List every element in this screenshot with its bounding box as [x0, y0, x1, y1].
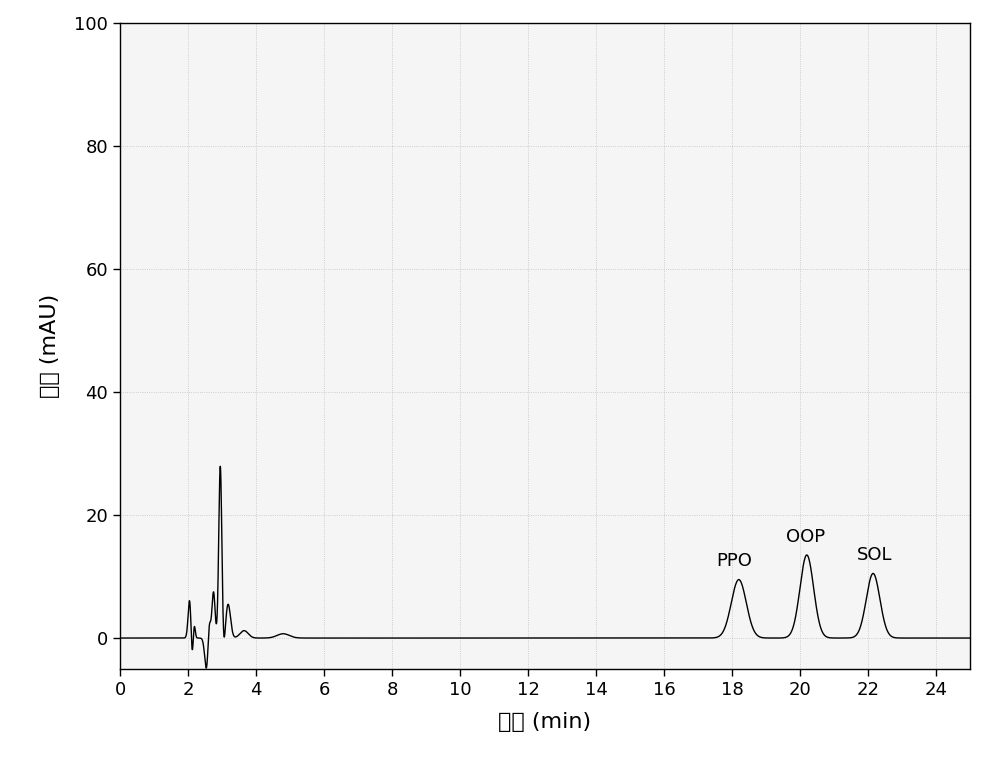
Text: OOP: OOP	[786, 527, 825, 546]
Y-axis label: 响应 (mAU): 响应 (mAU)	[40, 293, 60, 398]
X-axis label: 时间 (min): 时间 (min)	[498, 712, 592, 733]
Text: PPO: PPO	[716, 553, 752, 570]
Text: SOL: SOL	[857, 546, 893, 564]
